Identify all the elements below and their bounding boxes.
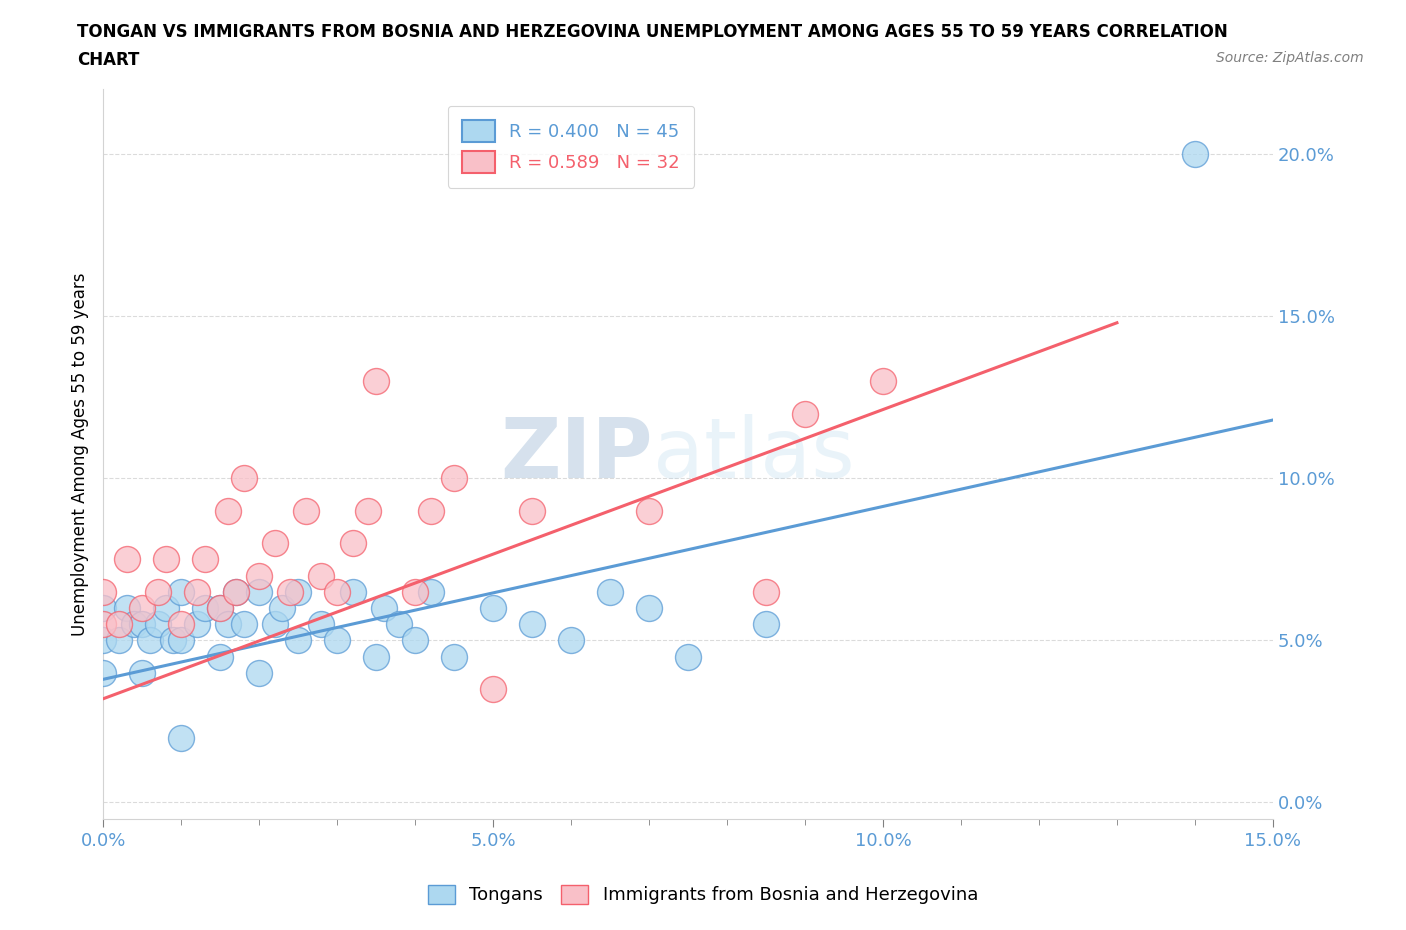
Point	[638, 503, 661, 518]
Point	[225, 584, 247, 599]
Point	[599, 584, 621, 599]
Legend: Tongans, Immigrants from Bosnia and Herzegovina: Tongans, Immigrants from Bosnia and Herz…	[420, 878, 986, 911]
Point	[107, 617, 129, 631]
Point	[872, 374, 894, 389]
Point	[91, 584, 114, 599]
Y-axis label: Unemployment Among Ages 55 to 59 years: Unemployment Among Ages 55 to 59 years	[72, 272, 89, 636]
Point	[263, 536, 285, 551]
Point	[443, 649, 465, 664]
Point	[1184, 147, 1206, 162]
Point	[311, 568, 333, 583]
Point	[232, 471, 254, 485]
Point	[232, 617, 254, 631]
Point	[186, 617, 208, 631]
Point	[247, 568, 270, 583]
Point	[131, 665, 153, 680]
Point	[419, 503, 441, 518]
Point	[560, 633, 582, 648]
Point	[755, 584, 778, 599]
Point	[146, 584, 169, 599]
Point	[209, 601, 232, 616]
Point	[170, 633, 193, 648]
Point	[170, 617, 193, 631]
Text: Source: ZipAtlas.com: Source: ZipAtlas.com	[1216, 51, 1364, 65]
Point	[482, 601, 505, 616]
Point	[638, 601, 661, 616]
Point	[124, 617, 146, 631]
Point	[107, 633, 129, 648]
Point	[443, 471, 465, 485]
Point	[342, 584, 364, 599]
Point	[115, 601, 138, 616]
Point	[388, 617, 411, 631]
Point	[295, 503, 318, 518]
Point	[404, 584, 426, 599]
Point	[139, 633, 162, 648]
Point	[131, 617, 153, 631]
Point	[364, 374, 387, 389]
Point	[193, 601, 215, 616]
Point	[131, 601, 153, 616]
Point	[326, 633, 349, 648]
Point	[419, 584, 441, 599]
Point	[271, 601, 294, 616]
Point	[482, 682, 505, 697]
Point	[91, 601, 114, 616]
Point	[115, 552, 138, 567]
Point	[326, 584, 349, 599]
Point	[217, 617, 239, 631]
Point	[155, 601, 177, 616]
Point	[186, 584, 208, 599]
Point	[217, 503, 239, 518]
Point	[520, 617, 543, 631]
Point	[247, 665, 270, 680]
Point	[287, 584, 309, 599]
Point	[193, 552, 215, 567]
Point	[263, 617, 285, 631]
Text: atlas: atlas	[652, 414, 855, 495]
Point	[404, 633, 426, 648]
Point	[676, 649, 699, 664]
Point	[146, 617, 169, 631]
Point	[364, 649, 387, 664]
Point	[311, 617, 333, 631]
Point	[155, 552, 177, 567]
Point	[91, 617, 114, 631]
Point	[357, 503, 380, 518]
Point	[91, 633, 114, 648]
Legend: R = 0.400   N = 45, R = 0.589   N = 32: R = 0.400 N = 45, R = 0.589 N = 32	[447, 106, 695, 188]
Point	[91, 665, 114, 680]
Text: ZIP: ZIP	[501, 414, 652, 495]
Point	[794, 406, 817, 421]
Point	[247, 584, 270, 599]
Point	[342, 536, 364, 551]
Point	[287, 633, 309, 648]
Text: CHART: CHART	[77, 51, 139, 69]
Point	[209, 649, 232, 664]
Point	[209, 601, 232, 616]
Point	[225, 584, 247, 599]
Point	[755, 617, 778, 631]
Point	[170, 584, 193, 599]
Point	[373, 601, 395, 616]
Point	[170, 730, 193, 745]
Text: TONGAN VS IMMIGRANTS FROM BOSNIA AND HERZEGOVINA UNEMPLOYMENT AMONG AGES 55 TO 5: TONGAN VS IMMIGRANTS FROM BOSNIA AND HER…	[77, 23, 1227, 41]
Point	[278, 584, 301, 599]
Point	[520, 503, 543, 518]
Point	[162, 633, 184, 648]
